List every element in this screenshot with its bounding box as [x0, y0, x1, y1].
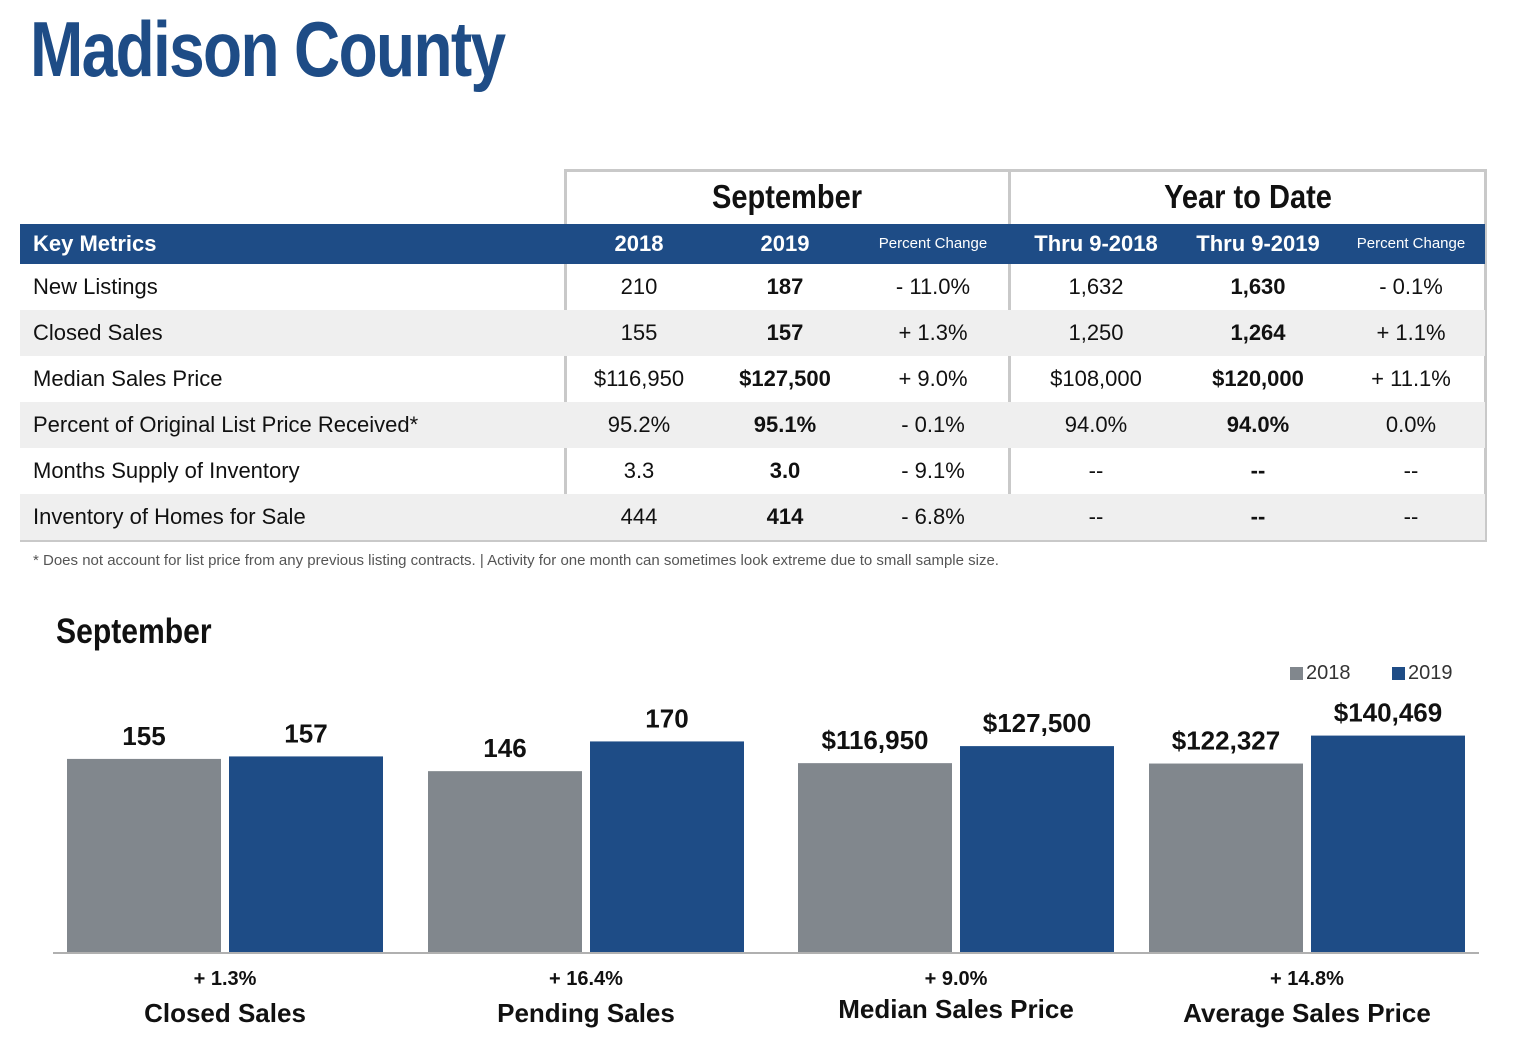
table-bottom-line: [20, 539, 1487, 542]
legend-label-2018: 2018: [1306, 661, 1351, 684]
header-ytd-2018: Thru 9-2018: [1034, 231, 1158, 256]
metric-label: Closed Sales: [33, 320, 163, 345]
ytd-percent-change: - 0.1%: [1379, 274, 1443, 299]
metric-label: Percent of Original List Price Received*: [33, 412, 419, 437]
header-key-metrics: Key Metrics: [33, 231, 157, 256]
sep-percent-change: - 9.1%: [901, 458, 965, 483]
panel-change: + 14.8%: [1270, 968, 1344, 990]
bar-data-label: $122,327: [1172, 726, 1280, 756]
header-sep-2019: 2019: [760, 231, 810, 256]
ytd-2018-value: --: [1088, 458, 1104, 483]
legend-swatch-2018: [1290, 666, 1303, 680]
ytd-2018-value: 1,632: [1068, 274, 1124, 299]
sep-2018-value: 155: [620, 320, 658, 345]
header-sep-percent-change: Percent Change: [878, 235, 988, 252]
ytd-2019-value: --: [1250, 504, 1266, 529]
bar-data-label: $127,500: [983, 708, 1091, 738]
ytd-2019-value: 1,630: [1230, 274, 1286, 299]
metric-label: New Listings: [33, 274, 158, 299]
panel-change: + 1.3%: [193, 968, 257, 990]
sep-percent-change: + 9.0%: [898, 366, 968, 391]
metric-label: Inventory of Homes for Sale: [33, 504, 306, 529]
page-title: Madison County: [30, 5, 506, 93]
bar-2019: [590, 741, 744, 952]
panel-change: + 9.0%: [924, 968, 988, 990]
sep-percent-change: - 6.8%: [901, 504, 965, 529]
sep-2019-value: 414: [766, 504, 804, 529]
ytd-2019-value: 94.0%: [1226, 412, 1290, 437]
ytd-2018-value: 1,250: [1068, 320, 1124, 345]
ytd-percent-change: 0.0%: [1385, 412, 1437, 437]
chart-title: September: [56, 612, 212, 651]
sep-percent-change: + 1.3%: [898, 320, 968, 345]
september-group-title: September: [711, 178, 863, 215]
sep-2018-value: 444: [620, 504, 658, 529]
panel-category: Average Sales Price: [1183, 998, 1431, 1028]
bar-data-label: 157: [284, 718, 327, 748]
bar-2018: [428, 771, 582, 952]
sep-2018-value: 3.3: [623, 458, 655, 483]
legend-2018: 2018: [1290, 660, 1351, 686]
table-header-bar: [20, 224, 1485, 264]
bar-2018: [798, 763, 952, 952]
ytd-group-title: Year to Date: [1164, 178, 1332, 215]
ytd-percent-change: + 1.1%: [1376, 320, 1446, 345]
ytd-2018-value: $108,000: [1050, 366, 1142, 391]
ytd-2019-value: 1,264: [1230, 320, 1286, 345]
bar-data-label: 146: [483, 733, 526, 763]
panel-category: Median Sales Price: [838, 994, 1074, 1024]
bar-2019: [960, 746, 1114, 952]
ytd-2018-value: 94.0%: [1064, 412, 1128, 437]
bar-data-label: $140,469: [1334, 698, 1442, 728]
bar-2019: [1311, 735, 1465, 952]
bar-2018: [67, 758, 221, 952]
bar-2018: [1149, 763, 1303, 952]
ytd-percent-change: --: [1403, 504, 1419, 529]
ytd-percent-change: + 11.1%: [1371, 366, 1451, 391]
table-footnote: * Does not account for list price from a…: [33, 552, 999, 569]
legend-label-2019: 2019: [1408, 661, 1453, 684]
bar-data-label: 155: [122, 721, 165, 751]
ytd-2019-value: --: [1250, 458, 1266, 483]
bar-chart: 155 157 146 170 $116,950 $127,500 $122,327 $140…: [53, 698, 1479, 954]
panel-category: Closed Sales: [144, 998, 306, 1028]
header-ytd-percent-change: Percent Change: [1356, 235, 1466, 252]
sep-2018-value: $116,950: [593, 366, 685, 391]
panel-category: Pending Sales: [497, 998, 675, 1028]
ytd-percent-change: --: [1403, 458, 1419, 483]
metric-label: Months Supply of Inventory: [33, 458, 300, 483]
legend-swatch-2019: [1392, 666, 1405, 680]
sep-percent-change: - 11.0%: [895, 274, 971, 299]
metric-label: Median Sales Price: [33, 366, 223, 391]
sep-2018-value: 95.2%: [607, 412, 671, 437]
panel-change: + 16.4%: [549, 968, 623, 990]
sep-2018-value: 210: [620, 274, 658, 299]
ytd-2018-value: --: [1088, 504, 1104, 529]
sep-2019-value: $127,500: [739, 366, 831, 391]
ytd-2019-value: $120,000: [1212, 366, 1304, 391]
bar-2019: [229, 756, 383, 952]
sep-2019-value: 3.0: [769, 458, 801, 483]
sep-2019-value: 157: [766, 320, 804, 345]
header-sep-2018: 2018: [614, 231, 664, 256]
bar-data-label: $116,950: [821, 725, 928, 755]
sep-2019-value: 187: [766, 274, 804, 299]
sep-percent-change: - 0.1%: [901, 412, 965, 437]
bar-data-label: 170: [645, 703, 688, 733]
header-ytd-2019: Thru 9-2019: [1196, 231, 1320, 256]
legend-2019: 2019: [1392, 660, 1453, 686]
sep-2019-value: 95.1%: [753, 412, 817, 437]
